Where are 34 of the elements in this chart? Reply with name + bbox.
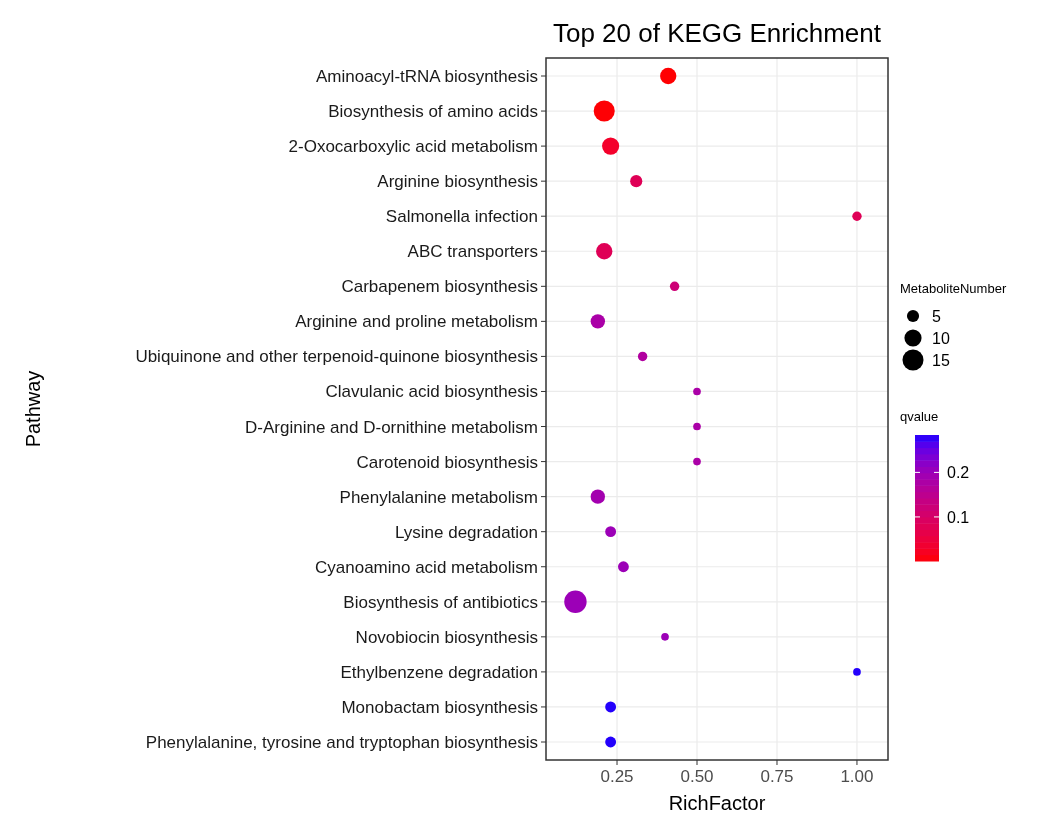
y-tick-label: ABC transporters bbox=[407, 242, 538, 262]
y-tick-label: Phenylalanine, tyrosine and tryptophan biosynthesis bbox=[145, 733, 538, 752]
legend-label: 5 bbox=[932, 308, 941, 325]
legend-label: 15 bbox=[932, 352, 950, 369]
y-tick-label: Novobiocin biosynthesis bbox=[355, 627, 538, 647]
x-tick-label: 0.75 bbox=[760, 767, 794, 786]
color-bar-label: 0.2 bbox=[947, 464, 970, 482]
x-tick-label: 1.00 bbox=[840, 767, 874, 786]
chart-title: Top 20 of KEGG Enrichment bbox=[552, 18, 882, 48]
legend-title: MetaboliteNumber bbox=[900, 281, 1007, 296]
y-tick-label: Arginine and proline metabolism bbox=[295, 312, 538, 332]
y-tick-label: Phenylalanine metabolism bbox=[339, 487, 538, 507]
y-tick-label: Lysine degradation bbox=[394, 522, 538, 542]
y-tick-label: Monobactam biosynthesis bbox=[341, 697, 538, 717]
y-tick-label: Ethylbenzene degradation bbox=[340, 662, 538, 682]
legend-label: 10 bbox=[932, 330, 950, 347]
y-tick-label: Cyanoamino acid metabolism bbox=[315, 557, 538, 577]
y-tick-label: D-Arginine and D-ornithine metabolism bbox=[245, 417, 538, 437]
y-tick-label: Biosynthesis of amino acids bbox=[328, 102, 538, 122]
x-tick-label: 0.25 bbox=[600, 767, 634, 786]
x-tick-label: 0.50 bbox=[680, 767, 714, 786]
y-tick-label: Carotenoid biosynthesis bbox=[356, 452, 538, 472]
x-axis-title: RichFactor bbox=[668, 792, 766, 814]
y-tick-label: Salmonella infection bbox=[385, 207, 538, 227]
color-bar-title: qvalue bbox=[900, 409, 939, 424]
y-tick-label: Arginine biosynthesis bbox=[377, 172, 538, 192]
y-tick-label: Ubiquinone and other terpenoid-quinone biosynthesis bbox=[135, 347, 538, 367]
y-tick-label: Aminoacyl-tRNA biosynthesis bbox=[315, 67, 538, 86]
y-tick-label: 2-Oxocarboxylic acid metabolism bbox=[288, 137, 538, 157]
y-tick-label: Biosynthesis of antibiotics bbox=[343, 592, 538, 612]
color-bar-label: 0.1 bbox=[947, 508, 970, 526]
y-axis-title: Pathway bbox=[22, 370, 44, 448]
y-tick-label: Clavulanic acid biosynthesis bbox=[325, 382, 538, 402]
y-tick-label: Carbapenem biosynthesis bbox=[341, 277, 538, 297]
